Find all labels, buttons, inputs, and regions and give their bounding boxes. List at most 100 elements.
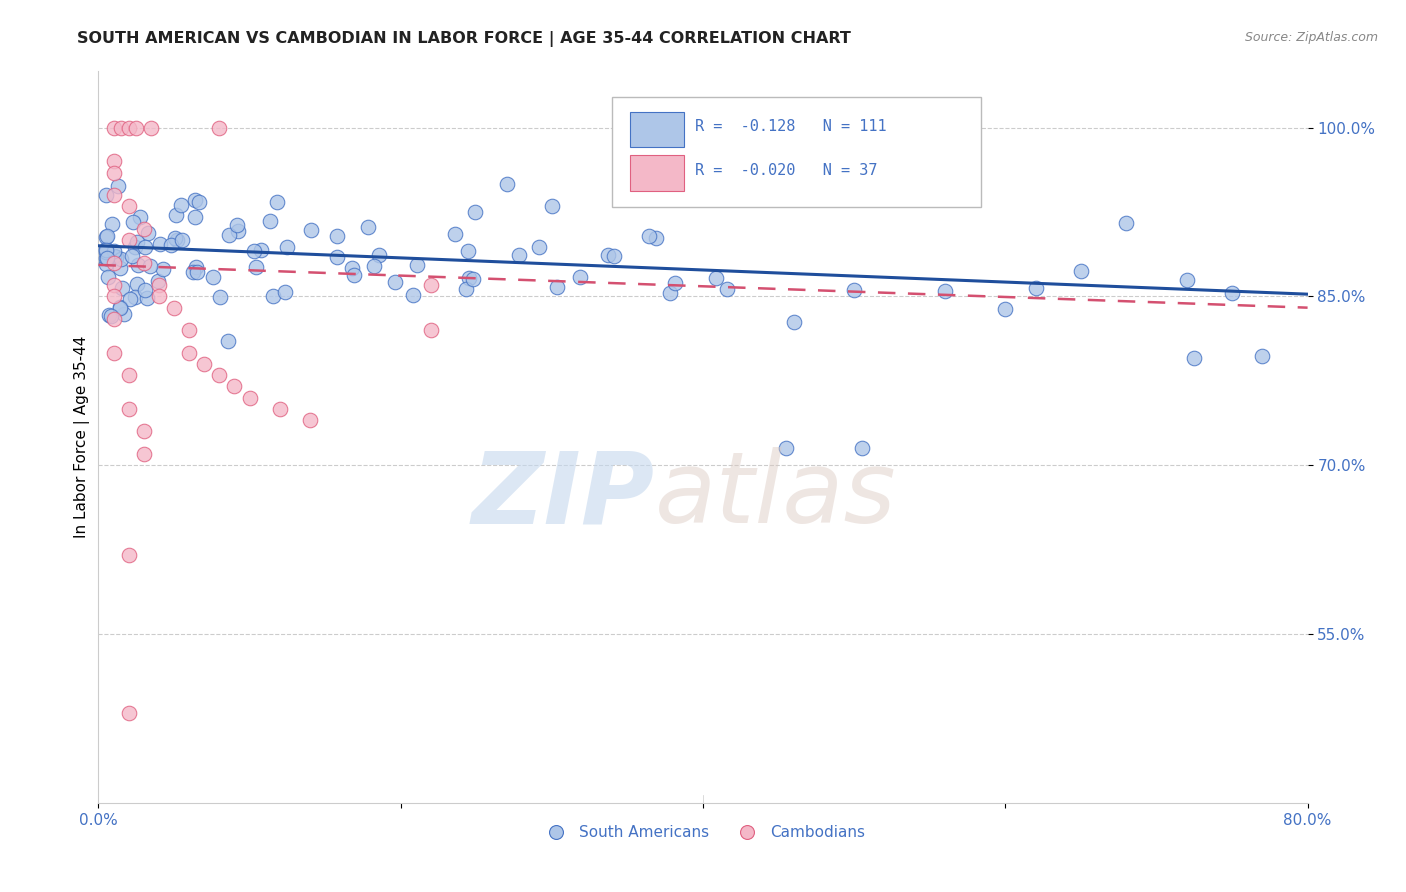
Point <box>94 188 117 202</box>
Point <box>148 274 170 288</box>
Point <box>243 244 266 258</box>
Point <box>568 270 591 285</box>
Point <box>716 282 738 296</box>
Y-axis label: In Labor Force | Age 35-44: In Labor Force | Age 35-44 <box>75 336 90 538</box>
Point <box>325 250 347 264</box>
Point <box>325 229 347 244</box>
Point <box>118 548 141 562</box>
Point <box>664 276 686 290</box>
Point <box>124 240 146 254</box>
Point <box>1220 285 1243 300</box>
Point <box>112 307 135 321</box>
Point <box>208 368 231 383</box>
Point <box>342 260 364 275</box>
Point <box>108 300 131 314</box>
Point <box>134 240 156 254</box>
Point <box>186 265 208 279</box>
Point <box>193 357 215 371</box>
Legend: South Americans, Cambodians: South Americans, Cambodians <box>534 819 872 847</box>
Point <box>118 706 141 720</box>
Point <box>420 278 443 293</box>
Point <box>96 229 118 244</box>
Point <box>172 233 194 247</box>
Point <box>546 280 568 294</box>
FancyBboxPatch shape <box>613 97 981 207</box>
Point <box>596 248 619 262</box>
Point <box>184 210 207 224</box>
Point <box>118 199 141 213</box>
Point <box>363 259 385 273</box>
FancyBboxPatch shape <box>630 112 683 146</box>
Point <box>103 312 125 326</box>
Point <box>461 272 484 286</box>
Point <box>103 345 125 359</box>
Point <box>108 301 131 316</box>
Point <box>1251 349 1274 363</box>
Point <box>103 120 125 135</box>
Point <box>125 277 148 291</box>
Point <box>603 249 626 263</box>
Point <box>94 243 117 257</box>
Point <box>343 268 366 282</box>
Point <box>224 379 246 393</box>
Text: SOUTH AMERICAN VS CAMBODIAN IN LABOR FORCE | AGE 35-44 CORRELATION CHART: SOUTH AMERICAN VS CAMBODIAN IN LABOR FOR… <box>77 31 851 47</box>
Point <box>1070 264 1092 278</box>
Point <box>179 323 201 337</box>
Point <box>124 290 146 304</box>
Point <box>122 215 145 229</box>
Point <box>94 242 117 256</box>
Point <box>148 289 170 303</box>
Point <box>118 233 141 247</box>
Point <box>420 323 443 337</box>
Point <box>934 284 956 298</box>
Point <box>706 271 728 285</box>
Point <box>645 231 668 245</box>
Text: Source: ZipAtlas.com: Source: ZipAtlas.com <box>1244 31 1378 45</box>
Point <box>184 193 207 207</box>
Point <box>120 292 142 306</box>
Point <box>225 219 247 233</box>
Point <box>444 227 467 241</box>
Point <box>141 120 163 135</box>
Point <box>94 245 117 260</box>
Point <box>103 244 125 258</box>
Text: R =  -0.020   N = 37: R = -0.020 N = 37 <box>695 162 877 178</box>
Point <box>132 255 155 269</box>
Point <box>208 120 231 135</box>
Point <box>105 250 128 264</box>
Point <box>1182 351 1205 366</box>
Point <box>458 270 481 285</box>
FancyBboxPatch shape <box>630 155 683 191</box>
Point <box>266 194 288 209</box>
Point <box>139 259 162 273</box>
Point <box>844 284 866 298</box>
Point <box>103 154 125 169</box>
Point <box>1115 216 1137 230</box>
Point <box>94 230 117 244</box>
Point <box>118 368 141 383</box>
Point <box>125 120 148 135</box>
Point <box>166 233 188 247</box>
Point <box>357 219 380 234</box>
Point <box>250 244 273 258</box>
Point <box>94 251 117 265</box>
Point <box>183 265 205 279</box>
Point <box>103 249 125 263</box>
Point <box>540 199 562 213</box>
Point <box>184 260 207 275</box>
Point <box>165 208 187 222</box>
Point <box>637 228 659 243</box>
Point <box>269 401 291 416</box>
Point <box>218 227 240 242</box>
Point <box>508 248 530 262</box>
Point <box>179 345 201 359</box>
Text: ZIP: ZIP <box>471 447 655 544</box>
Point <box>259 213 281 227</box>
Point <box>108 260 131 275</box>
Point <box>134 283 156 297</box>
Point <box>276 240 298 254</box>
Point <box>851 442 873 456</box>
Point <box>103 166 125 180</box>
Point <box>1024 281 1046 295</box>
Point <box>97 269 120 284</box>
